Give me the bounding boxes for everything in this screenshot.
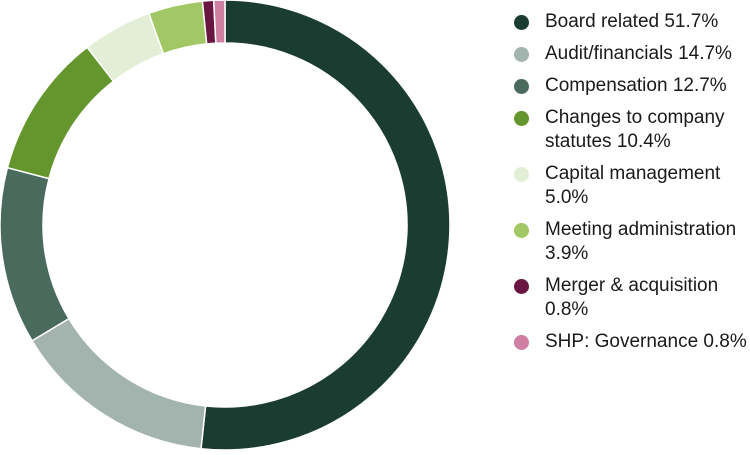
donut-slice-7 xyxy=(212,0,226,45)
legend-swatch xyxy=(514,167,529,182)
legend-item-4: Capital management 5.0% xyxy=(514,162,750,210)
donut-slice-3 xyxy=(6,46,115,180)
legend-label: Audit/financials xyxy=(545,43,673,64)
legend-item-0: Board related 51.7% xyxy=(514,10,750,34)
donut-slice-1 xyxy=(31,317,207,450)
legend-value: 5.0% xyxy=(545,187,589,208)
legend-value: 0.8% xyxy=(545,299,589,320)
legend-item-5: Meeting administration 3.9% xyxy=(514,218,750,266)
legend: Board related 51.7% Audit/financials 14.7… xyxy=(514,10,750,362)
legend-swatch xyxy=(514,79,529,94)
legend-value: 14.7% xyxy=(678,43,732,64)
legend-swatch xyxy=(514,111,529,126)
legend-item-7: SHP: Governance 0.8% xyxy=(514,330,750,354)
legend-value: 10.4% xyxy=(616,131,671,152)
legend-value: 3.9% xyxy=(545,243,589,264)
legend-swatch xyxy=(514,47,529,62)
legend-value: 0.8% xyxy=(703,331,747,352)
legend-label: Board related xyxy=(545,11,660,32)
legend-label: SHP: Governance xyxy=(545,331,699,352)
legend-label: Changes to company statutes xyxy=(545,107,725,152)
donut-chart xyxy=(0,0,451,451)
legend-label: Capital management xyxy=(545,163,721,184)
legend-item-1: Audit/financials 14.7% xyxy=(514,42,750,66)
legend-item-3: Changes to company statutes 10.4% xyxy=(514,106,750,154)
legend-item-2: Compensation 12.7% xyxy=(514,74,750,98)
legend-item-6: Merger & acquisition 0.8% xyxy=(514,274,750,322)
legend-swatch xyxy=(514,15,529,30)
donut-slice-0 xyxy=(200,0,451,451)
legend-label: Meeting administration xyxy=(545,219,737,240)
donut-slice-2 xyxy=(0,166,70,342)
legend-swatch xyxy=(514,279,529,294)
legend-value: 51.7% xyxy=(664,11,719,32)
legend-value: 12.7% xyxy=(672,75,727,96)
legend-swatch xyxy=(514,335,529,350)
legend-label: Compensation xyxy=(545,75,668,96)
legend-label: Merger & acquisition xyxy=(545,275,719,296)
donut-svg xyxy=(0,0,451,451)
legend-swatch xyxy=(514,223,529,238)
